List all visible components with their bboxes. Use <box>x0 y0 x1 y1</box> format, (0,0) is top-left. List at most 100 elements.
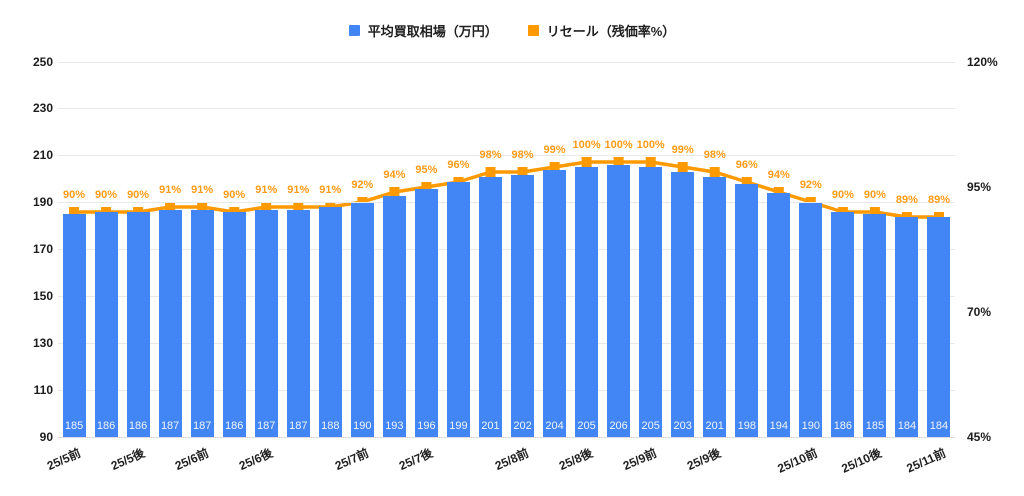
bar[interactable] <box>62 214 86 437</box>
bar-value-label: 206 <box>609 420 628 432</box>
resale-point-marker[interactable] <box>805 197 816 207</box>
y-axis-label-left: 250 <box>32 54 53 69</box>
legend-item-0[interactable]: 平均買取相場（万円） <box>348 21 498 40</box>
bar[interactable] <box>543 169 567 437</box>
bar-value-label: 187 <box>160 420 180 432</box>
resale-point-label: 100% <box>604 139 633 151</box>
bar[interactable] <box>575 167 599 437</box>
resale-point-marker[interactable] <box>357 197 368 207</box>
bar-value-label: 204 <box>545 420 564 432</box>
legend-label: リセール（残価率%） <box>546 24 676 39</box>
bar[interactable] <box>895 216 919 437</box>
resale-point-label: 94% <box>383 169 406 181</box>
resale-point-marker[interactable] <box>389 187 400 197</box>
resale-point-label: 91% <box>319 184 342 196</box>
legend-swatch-icon <box>348 25 360 36</box>
bar[interactable] <box>639 167 663 437</box>
resale-point-marker[interactable] <box>325 202 336 212</box>
bar-value-label: 188 <box>321 420 340 432</box>
bar[interactable] <box>158 209 182 437</box>
resale-point-label: 100% <box>636 139 665 151</box>
bar[interactable] <box>511 174 535 437</box>
gridline <box>58 249 955 250</box>
resale-point-marker[interactable] <box>869 207 880 217</box>
y-axis-label-left: 210 <box>32 148 53 163</box>
resale-point-label: 92% <box>351 179 374 191</box>
bar[interactable] <box>94 212 118 437</box>
bar[interactable] <box>927 216 951 437</box>
resale-point-marker[interactable] <box>549 162 560 172</box>
bar[interactable] <box>382 195 406 437</box>
bar-value-label: 205 <box>577 420 596 432</box>
bar-value-label: 187 <box>289 420 308 432</box>
bar[interactable] <box>863 214 887 437</box>
bar-value-label: 205 <box>641 420 660 432</box>
gridline <box>58 155 955 157</box>
bar[interactable] <box>735 183 759 437</box>
bar[interactable] <box>671 172 695 437</box>
bar-value-label: 194 <box>769 420 788 432</box>
resale-point-label: 98% <box>703 149 726 161</box>
bar[interactable] <box>414 188 438 437</box>
resale-point-marker[interactable] <box>517 167 528 177</box>
resale-point-label: 94% <box>767 169 790 181</box>
bar-value-label: 193 <box>385 420 404 432</box>
bar[interactable] <box>318 207 342 437</box>
bar[interactable] <box>767 193 791 437</box>
bar[interactable] <box>478 176 502 437</box>
bar-value-label: 186 <box>833 420 853 432</box>
bar[interactable] <box>126 212 150 437</box>
resale-point-label: 90% <box>63 189 86 201</box>
resale-point-label: 91% <box>287 184 310 196</box>
bar[interactable] <box>254 209 278 437</box>
gridline <box>58 202 955 204</box>
resale-point-label: 90% <box>863 189 886 201</box>
bar[interactable] <box>350 202 374 437</box>
resale-point-label: 91% <box>159 184 182 196</box>
gridline <box>58 61 955 63</box>
resale-point-marker[interactable] <box>677 162 688 172</box>
bar[interactable] <box>286 209 310 437</box>
resale-point-label: 90% <box>127 189 150 201</box>
resale-point-marker[interactable] <box>293 202 304 212</box>
bar-value-label: 199 <box>449 420 468 432</box>
resale-point-label: 91% <box>255 184 278 196</box>
legend-item-1[interactable]: リセール（残価率%） <box>527 21 676 40</box>
resale-point-label: 89% <box>895 194 918 206</box>
gridline <box>58 108 955 110</box>
resale-point-marker[interactable] <box>485 167 496 177</box>
resale-point-marker[interactable] <box>197 202 208 212</box>
resale-point-marker[interactable] <box>69 207 79 217</box>
gridline <box>58 389 955 391</box>
bar[interactable] <box>799 202 823 437</box>
resale-point-label: 96% <box>735 159 758 171</box>
resale-point-label: 90% <box>831 189 854 201</box>
bar[interactable] <box>703 176 727 437</box>
resale-point-marker[interactable] <box>261 202 272 212</box>
resale-point-marker[interactable] <box>773 187 784 197</box>
resale-point-marker[interactable] <box>741 177 752 187</box>
resale-point-marker[interactable] <box>421 182 432 192</box>
resale-point-marker[interactable] <box>581 157 592 167</box>
y-axis-label-left: 150 <box>32 288 53 303</box>
resale-point-marker[interactable] <box>709 167 720 177</box>
bar[interactable] <box>222 212 246 437</box>
bar[interactable] <box>190 209 214 437</box>
bar-value-label: 203 <box>673 420 692 432</box>
legend-swatch-icon <box>527 25 539 36</box>
bar-value-label: 186 <box>128 420 148 432</box>
bar-value-label: 185 <box>64 420 84 432</box>
y-axis-label-right: 45% <box>967 429 992 444</box>
bar[interactable] <box>607 165 631 437</box>
resale-line <box>74 160 939 219</box>
bar-value-label: 184 <box>897 420 917 432</box>
bar-value-label: 202 <box>513 420 532 432</box>
bar[interactable] <box>831 212 855 437</box>
bar[interactable] <box>446 181 470 437</box>
resale-point-marker[interactable] <box>645 157 656 167</box>
legend-label: 平均買取相場（万円） <box>367 24 498 39</box>
resale-point-marker[interactable] <box>613 157 624 167</box>
resale-point-marker[interactable] <box>165 202 176 212</box>
